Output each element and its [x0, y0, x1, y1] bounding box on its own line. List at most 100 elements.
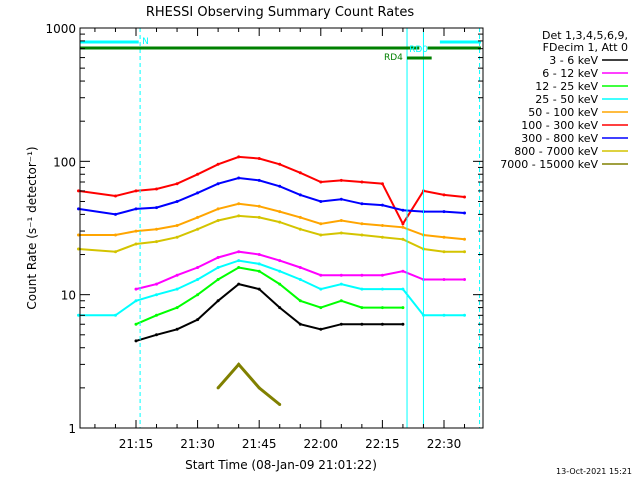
data-point-12-25-kev-4: [216, 278, 220, 281]
legend-label-0: 3 - 6 keV: [549, 54, 598, 67]
data-point-7000-15000-kev-1: [237, 362, 241, 366]
data-point-50-100-kev-7: [237, 202, 241, 206]
data-point-50-100-kev-4: [175, 224, 179, 227]
data-point-300-800-kev-15: [401, 208, 405, 212]
data-point-6-12-kev-5: [237, 250, 241, 254]
data-point-3-6-kev-3: [196, 318, 200, 322]
legend-label-7: 800 - 7000 keV: [514, 145, 598, 158]
data-point-50-100-kev-6: [216, 207, 220, 211]
data-point-800-7000-kev-12: [339, 231, 343, 235]
data-point-800-7000-kev-11: [319, 233, 323, 237]
data-point-6-12-kev-2: [175, 273, 179, 277]
data-point-25-50-kev-0: [77, 313, 80, 317]
data-point-3-6-kev-10: [339, 322, 343, 326]
data-point-25-50-kev-9: [278, 269, 282, 273]
data-point-3-6-kev-5: [237, 282, 241, 286]
data-point-7000-15000-kev-0: [216, 386, 220, 390]
series-line-12-25-kev: [135, 266, 403, 326]
data-point-25-50-kev-4: [175, 287, 179, 291]
data-point-6-12-kev-4: [216, 256, 220, 259]
flag-label-n: N: [142, 37, 149, 47]
data-point-6-12-kev-13: [401, 269, 405, 273]
data-point-300-800-kev-6: [216, 182, 220, 186]
data-point-800-7000-kev-3: [155, 240, 158, 244]
data-point-100-300-kev-15: [401, 222, 405, 226]
data-point-7000-15000-kev-2: [257, 386, 261, 390]
data-point-50-100-kev-15: [401, 225, 405, 229]
data-point-50-100-kev-0: [77, 233, 80, 237]
data-point-3-6-kev-8: [298, 322, 302, 326]
data-point-50-100-kev-13: [360, 222, 364, 226]
x-tick-label-4: 22:15: [365, 437, 400, 451]
legend: Det 1,3,4,5,6,9, FDecim 1, Att 0 3 - 6 k…: [500, 29, 628, 171]
legend-label-3: 25 - 50 keV: [535, 93, 598, 106]
data-point-3-6-kev-1: [155, 333, 158, 337]
data-point-300-800-kev-3: [155, 206, 158, 210]
data-point-25-50-kev-14: [380, 287, 384, 291]
data-point-6-12-kev-1: [155, 282, 158, 286]
data-point-50-100-kev-9: [278, 210, 282, 214]
data-point-100-300-kev-8: [257, 157, 261, 160]
data-point-6-12-kev-3: [196, 266, 200, 269]
data-point-100-300-kev-9: [278, 162, 282, 166]
data-point-12-25-kev-9: [319, 306, 323, 310]
data-point-25-50-kev-15: [401, 287, 405, 291]
data-point-800-7000-kev-14: [380, 235, 384, 239]
x-tick-label-3: 22:00: [303, 437, 338, 451]
data-point-12-25-kev-12: [380, 306, 384, 310]
data-point-800-7000-kev-1: [114, 250, 117, 254]
y-tick-label-2: 100: [53, 155, 76, 169]
y-tick-label-3: 1000: [45, 22, 76, 36]
data-point-6-12-kev-11: [360, 273, 364, 277]
data-point-300-800-kev-11: [319, 200, 323, 203]
data-point-800-7000-kev-15: [401, 237, 405, 241]
data-point-300-800-kev-9: [278, 184, 282, 188]
data-point-6-12-kev-6: [257, 253, 261, 256]
data-point-800-7000-kev-18: [463, 250, 466, 254]
y-tick-label-1: 10: [61, 289, 76, 303]
data-point-12-25-kev-5: [237, 266, 241, 269]
legend-label-4: 50 - 100 keV: [528, 106, 598, 119]
data-point-100-300-kev-1: [114, 194, 117, 198]
data-point-3-6-kev-4: [216, 299, 220, 303]
x-tick-label-5: 22:30: [427, 437, 462, 451]
data-point-25-50-kev-10: [298, 278, 302, 281]
data-point-12-25-kev-3: [196, 293, 200, 297]
data-point-12-25-kev-0: [134, 322, 138, 326]
data-point-25-50-kev-1: [114, 313, 117, 317]
data-point-300-800-kev-4: [175, 200, 179, 203]
data-point-100-300-kev-2: [134, 189, 138, 193]
data-point-300-800-kev-14: [380, 203, 384, 207]
flag-label-rd4: RD4: [384, 53, 403, 63]
data-point-300-800-kev-5: [196, 191, 200, 195]
legend-header-line-2: FDecim 1, Att 0: [543, 41, 628, 54]
data-point-100-300-kev-3: [155, 187, 158, 191]
data-point-50-100-kev-3: [155, 227, 158, 231]
data-point-25-50-kev-12: [339, 282, 343, 286]
data-point-3-6-kev-12: [380, 322, 384, 326]
data-point-25-50-kev-2: [134, 299, 138, 303]
data-point-25-50-kev-7: [237, 259, 241, 263]
series-line-7000-15000-kev: [216, 362, 281, 406]
data-point-100-300-kev-18: [463, 195, 466, 199]
legend-label-1: 6 - 12 keV: [542, 67, 598, 80]
legend-label-6: 300 - 800 keV: [521, 132, 598, 145]
data-point-25-50-kev-8: [257, 262, 261, 266]
data-point-6-12-kev-15: [442, 278, 446, 281]
footer-timestamp: 13-Oct-2021 15:21: [556, 467, 632, 476]
data-point-300-800-kev-13: [360, 202, 364, 206]
legend-label-5: 100 - 300 keV: [521, 119, 598, 132]
y-tick-label-0: 1: [68, 422, 76, 436]
data-point-100-300-kev-5: [196, 172, 200, 176]
data-point-100-300-kev-17: [442, 193, 446, 197]
data-point-25-50-kev-6: [216, 266, 220, 269]
data-point-25-50-kev-5: [196, 278, 200, 281]
data-point-3-6-kev-7: [278, 306, 282, 310]
x-tick-label-1: 21:30: [180, 437, 215, 451]
plot-frame: [79, 27, 484, 429]
data-point-6-12-kev-0: [134, 287, 138, 291]
data-point-50-100-kev-2: [134, 229, 138, 233]
data-point-50-100-kev-17: [442, 235, 446, 239]
